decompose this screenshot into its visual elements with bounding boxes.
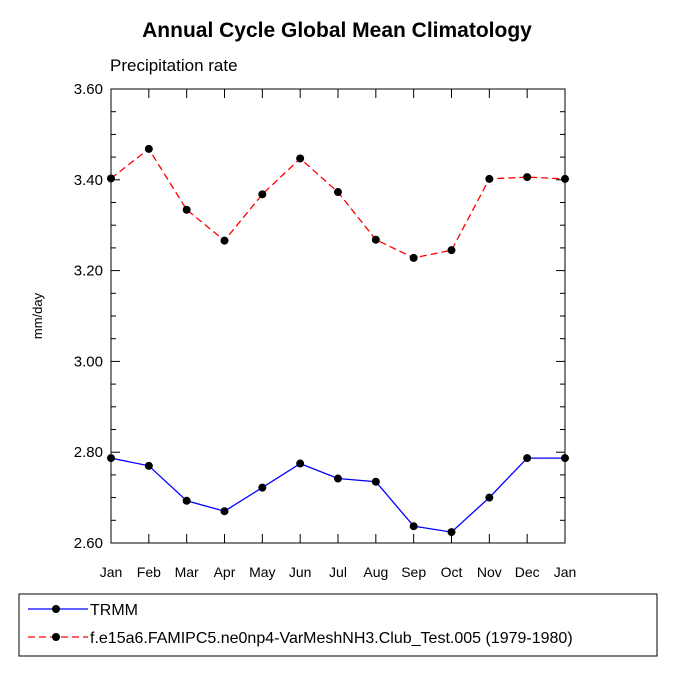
y-tick-label: 3.20 [74,263,103,280]
x-tick-label: Mar [175,564,199,580]
series-1-point [447,528,456,537]
y-tick-label: 3.00 [74,353,103,370]
x-tick-label: Aug [363,564,388,580]
series-2-point [334,188,342,197]
series-line-2 [110,147,566,259]
series-2-point [144,144,153,153]
x-tick-label: Apr [214,564,236,580]
series-1-point [258,483,267,492]
legend-box [18,593,658,657]
series-2-point [485,174,494,183]
series-1-point [107,454,115,463]
series-1-point [182,496,191,505]
x-tick-label: Sep [401,564,426,580]
series-2-point [296,154,305,163]
x-tick-label: Jun [289,564,312,580]
series-2-point [409,253,418,262]
series-2-point [523,173,532,182]
y-tick-label: 2.80 [74,444,103,461]
axis-ticks: 2.60 2.80 3.00 3.20 3.40 3.60 Jan Feb Mar Apr May J… [74,81,576,580]
x-tick-label: May [249,564,275,580]
series-1-point [220,507,229,516]
x-tick-label: Oct [441,564,463,580]
x-tick-label: Feb [137,564,161,580]
chart-subtitle: Precipitation rate [110,56,238,75]
series-1-point [296,459,305,468]
y-axis-label: mm/day [30,292,45,339]
series-2-point [258,190,267,199]
series-1-point [561,454,569,463]
chart-title: Annual Cycle Global Mean Climatology [142,19,532,42]
series-2-point [371,235,380,244]
series-line-1 [110,457,565,533]
series-1-point [523,454,532,463]
series-layer [107,144,569,537]
series-2-point [447,246,456,255]
series-1-point [334,474,342,483]
legend-label-2: f.e15a6.FAMIPC5.ne0np4-VarMeshNH3.Club_T… [90,630,573,647]
legend: TRMM f.e15a6.FAMIPC5.ne0np4-VarMeshNH3.Cl… [28,602,573,647]
series-2-point [182,205,191,214]
y-tick-label: 3.60 [74,81,103,98]
x-tick-label: Dec [515,564,540,580]
x-tick-label: Jan [100,564,123,580]
series-1-point [485,493,494,502]
series-2-point [561,174,569,183]
series-2-point [220,236,229,245]
series-1-point [409,522,418,531]
legend-marker-1 [52,605,60,613]
x-tick-label: Jul [329,564,347,580]
series-1-point [371,477,380,486]
legend-label-1: TRMM [90,602,138,619]
x-tick-label: Jan [554,564,577,580]
y-tick-label: 3.40 [74,172,103,189]
series-2-point [107,174,115,183]
legend-marker-2 [52,633,60,641]
series-1-point [144,461,153,470]
y-tick-label: 2.60 [74,535,103,552]
x-tick-label: Nov [477,564,502,580]
